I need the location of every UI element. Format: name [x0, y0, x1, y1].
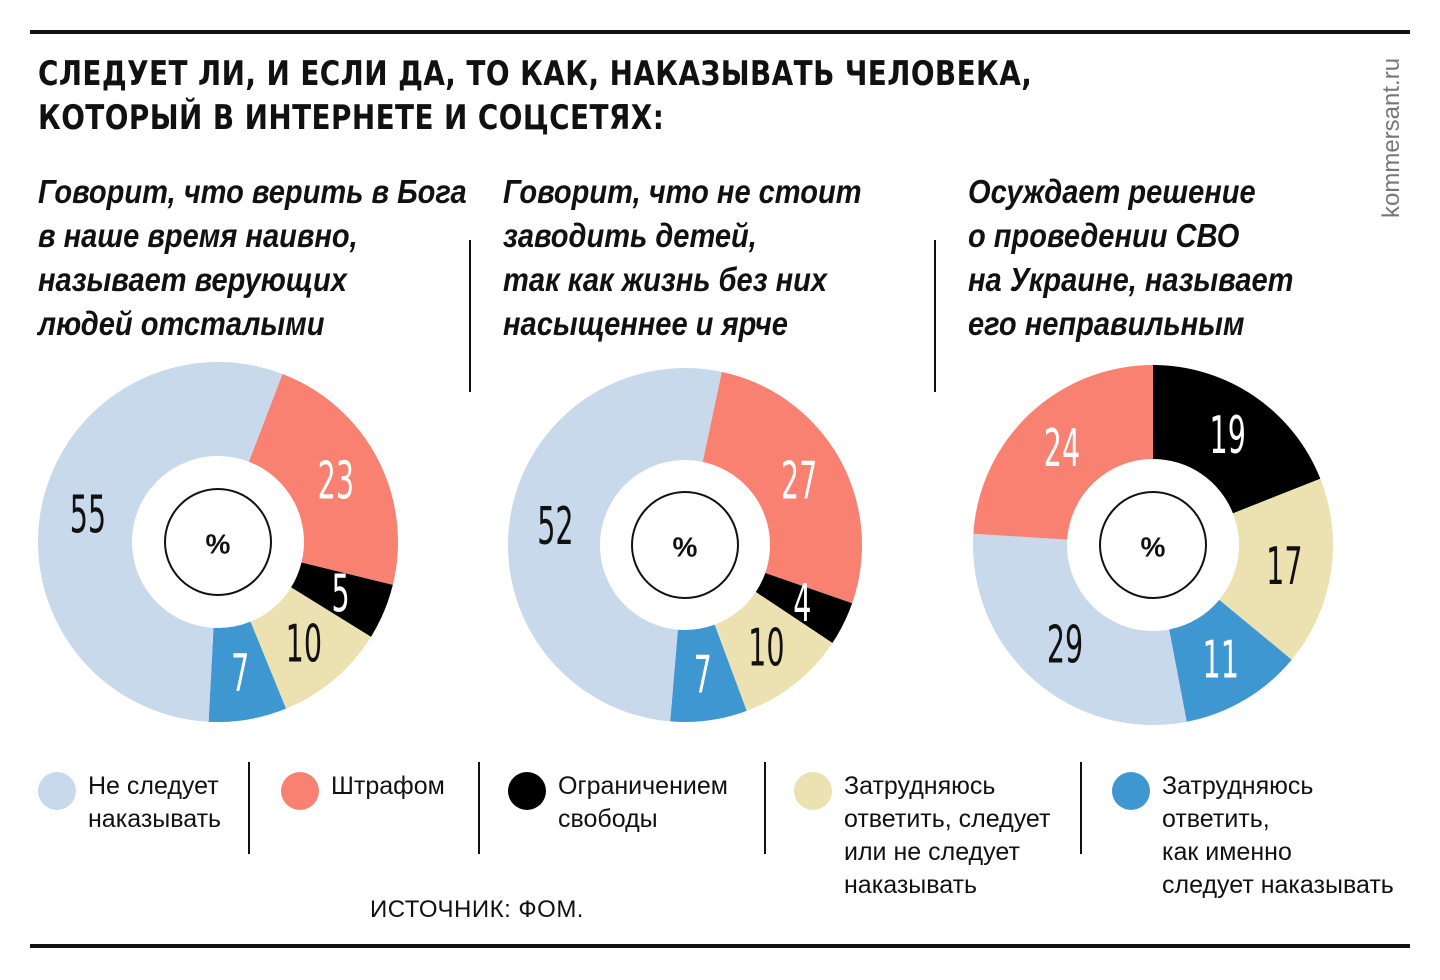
- legend-swatch: [38, 772, 76, 810]
- bottom-rule: [30, 944, 1410, 948]
- donut-slice-hard-how: [208, 621, 287, 722]
- slice-value-label: 55: [70, 484, 106, 545]
- donut-slice-restriction: [1153, 365, 1321, 514]
- center-ring: [631, 491, 739, 599]
- question-2-line: заводить детей,: [503, 217, 757, 254]
- legend-divider: [248, 762, 250, 854]
- slice-value-label: 23: [318, 450, 354, 511]
- donut-slice-not-punish: [973, 533, 1187, 726]
- question-1-line: людей отсталыми: [38, 305, 325, 342]
- question-1-line: в наше время наивно,: [38, 217, 358, 254]
- legend-divider: [1080, 762, 1082, 854]
- legend-swatch: [794, 772, 832, 810]
- slice-value-label: 17: [1266, 535, 1302, 596]
- slice-value-label: 27: [781, 450, 817, 511]
- question-3-line: на Украине, называет: [968, 261, 1294, 298]
- legend-label: Ограничением свободы: [558, 770, 728, 836]
- donut-slice-fine: [973, 365, 1153, 540]
- legend-label-line: ответить, следует: [844, 805, 1051, 833]
- legend-swatch: [281, 772, 319, 810]
- percent-label: %: [206, 529, 231, 560]
- slice-value-label: 11: [1203, 629, 1239, 690]
- legend-label: Штрафом: [331, 770, 445, 803]
- column-divider: [469, 240, 471, 392]
- title-line-2: КОТОРЫЙ В ИНТЕРНЕТЕ И СОЦСЕТЯХ:: [38, 98, 665, 138]
- legend-label-line: или не следует: [844, 838, 1020, 866]
- question-3-line: его неправильным: [968, 305, 1245, 342]
- slice-value-label: 19: [1210, 405, 1246, 466]
- donut-slice-not-punish: [507, 367, 722, 722]
- slice-value-label: 24: [1044, 418, 1080, 479]
- donut-slice-restriction: [291, 562, 393, 637]
- slice-value-label: 7: [694, 644, 712, 705]
- donut-slice-fine: [248, 373, 399, 585]
- column-divider: [934, 240, 936, 392]
- slice-value-label: 52: [537, 496, 573, 557]
- legend-label-line: наказывать: [844, 871, 978, 899]
- question-3-line: Осуждает решение: [968, 173, 1256, 210]
- slice-value-label: 29: [1047, 614, 1083, 675]
- donut-slice-hard-whether: [250, 587, 371, 709]
- legend-label-line: Ограничением: [558, 772, 728, 800]
- legend-swatch: [1112, 772, 1150, 810]
- legend-label-line: как именно: [1162, 838, 1292, 866]
- slice-value-label: 7: [231, 643, 249, 704]
- chart-title: СЛЕДУЕТ ЛИ, И ЕСЛИ ДА, ТО КАК, НАКАЗЫВАТ…: [38, 52, 1088, 140]
- slice-value-label: 10: [286, 613, 322, 674]
- slice-value-label: 5: [332, 563, 350, 624]
- legend-label: Затрудняюсь ответить, как именно следует…: [1162, 770, 1394, 902]
- question-3: Осуждает решение о проведении СВО на Укр…: [968, 170, 1338, 346]
- question-1: Говорит, что верить в Бога в наше время …: [38, 170, 467, 346]
- top-rule: [30, 30, 1410, 34]
- donut-slice-fine: [702, 371, 862, 604]
- legend-label: Не следует наказывать: [88, 770, 221, 836]
- center-ring: [164, 488, 272, 596]
- legend-label-line: Штрафом: [331, 772, 445, 800]
- legend-label: Затрудняюсь ответить, следует или не сле…: [844, 770, 1050, 902]
- question-2-line: Говорит, что не стоит: [503, 173, 862, 210]
- legend-divider: [764, 762, 766, 854]
- question-2: Говорит, что не стоит заводить детей, та…: [503, 170, 873, 346]
- center-ring: [1099, 491, 1207, 599]
- title-line-1: СЛЕДУЕТ ЛИ, И ЕСЛИ ДА, ТО КАК, НАКАЗЫВАТ…: [38, 54, 1033, 94]
- legend-label-line: ответить,: [1162, 805, 1270, 833]
- percent-label: %: [1141, 532, 1166, 563]
- source-note: ИСТОЧНИК: ФОМ.: [370, 896, 584, 923]
- donut-slice-restriction: [755, 572, 853, 643]
- donut-slice-not-punish: [37, 362, 283, 722]
- question-1-line: Говорит, что верить в Бога: [38, 173, 467, 210]
- donut-slice-hard-whether: [714, 592, 833, 711]
- legend-label-line: свободы: [558, 805, 658, 833]
- legend-label-line: Не следует: [88, 772, 219, 800]
- legend-label-line: Затрудняюсь: [1162, 772, 1314, 800]
- legend-swatch: [508, 772, 546, 810]
- legend-divider: [478, 762, 480, 854]
- donut-slice-hard-how: [1169, 599, 1292, 722]
- slice-value-label: 10: [748, 617, 784, 678]
- question-1-line: называет верующих: [38, 261, 347, 298]
- slice-value-label: 4: [793, 573, 811, 634]
- percent-label: %: [673, 532, 698, 563]
- question-2-line: насыщеннее и ярче: [503, 305, 788, 342]
- donut-slice-hard-how: [670, 624, 747, 722]
- question-3-line: о проведении СВО: [968, 217, 1240, 254]
- legend-label-line: следует наказывать: [1162, 871, 1394, 899]
- donut-slice-hard-whether: [1219, 478, 1333, 660]
- legend-label-line: Затрудняюсь: [844, 772, 996, 800]
- legend-label-line: наказывать: [88, 805, 222, 833]
- question-2-line: так как жизнь без них: [503, 261, 828, 298]
